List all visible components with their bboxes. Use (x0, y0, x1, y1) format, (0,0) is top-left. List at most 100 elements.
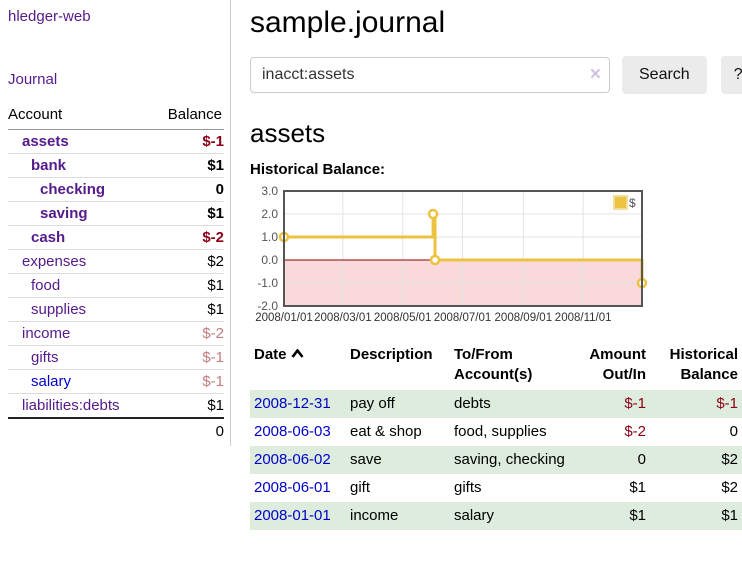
account-row: assets $-1 (8, 129, 224, 154)
data-point-marker (429, 254, 441, 266)
y-axis-tick-label: 3.0 (261, 186, 278, 198)
accounts-total-value: 0 (151, 417, 224, 444)
x-axis-tick-label: 2008/11/01 (555, 312, 612, 324)
account-balance: $1 (151, 273, 224, 298)
x-axis-tick-label: 2008/01/01 (255, 312, 313, 324)
x-axis-tick-label: 2008/07/01 (434, 312, 492, 324)
accounts-header-account: Account (8, 103, 152, 130)
account-balance: $-1 (151, 129, 224, 154)
search-bar: × Search ? (250, 56, 742, 94)
register-table: Date Description To/From Account(s) Amou… (250, 342, 742, 530)
transaction-accounts: salary (450, 502, 576, 530)
page-title: sample.journal (250, 6, 446, 39)
x-axis-tick-label: 2008/05/01 (374, 312, 432, 324)
transaction-accounts: food, supplies (454, 423, 547, 440)
account-link[interactable]: supplies (31, 301, 87, 318)
account-link[interactable]: salary (31, 373, 72, 390)
register-row: 2008-06-03 eat & shop food, supplies $-2 0 (250, 418, 742, 446)
transaction-description: save (346, 446, 450, 474)
transaction-accounts: saving, checking (450, 446, 576, 474)
register-header-balance: Historical Balance (669, 346, 738, 383)
transaction-amount: $-1 (576, 390, 650, 418)
account-link[interactable]: assets (22, 133, 69, 150)
account-balance: $2 (151, 249, 224, 274)
account-balance: $1 (151, 393, 224, 419)
account-row: gifts $-1 (8, 345, 224, 370)
search-button[interactable]: Search (622, 56, 707, 94)
legend-label: $ (629, 196, 636, 210)
transaction-date-link[interactable]: 2008-06-03 (254, 423, 331, 440)
register-header-date-label: Date (254, 346, 287, 363)
account-row: income $-2 (8, 321, 224, 346)
data-point-marker (427, 208, 439, 220)
transaction-date-link[interactable]: 2008-12-31 (254, 395, 331, 412)
app-title-link[interactable]: hledger-web (8, 8, 91, 25)
account-link[interactable]: gifts (31, 349, 59, 366)
transaction-description: eat & shop (350, 423, 422, 440)
transaction-date-link[interactable]: 2008-06-02 (254, 451, 331, 468)
search-input-wrapper: × (250, 57, 610, 93)
account-row: bank $1 (8, 153, 224, 178)
account-balance: $-1 (151, 369, 224, 394)
account-row: cash $-2 (8, 225, 224, 250)
transaction-balance: $2 (650, 446, 742, 474)
account-link[interactable]: cash (31, 229, 66, 246)
y-axis-tick-label: 0.0 (261, 253, 278, 267)
accounts-table: Account Balance assets $-1 bank $1 checking 0… (8, 103, 224, 444)
account-link[interactable]: checking (40, 181, 106, 198)
register-header-amount: Amount Out/In (589, 346, 646, 383)
register-row: 2008-06-01 gift gifts $1 $2 (250, 474, 742, 502)
register-header-row: Date Description To/From Account(s) Amou… (250, 342, 742, 390)
y-axis-tick-label: -2.0 (257, 299, 278, 313)
transaction-amount: 0 (576, 446, 650, 474)
account-link[interactable]: expenses (22, 253, 87, 270)
transaction-balance: 0 (729, 423, 738, 440)
account-row: saving $1 (8, 201, 224, 226)
register-row: 2008-12-31 pay off debts $-1 $-1 (250, 390, 742, 418)
account-link[interactable]: food (31, 277, 61, 294)
clear-search-icon[interactable]: × (589, 64, 601, 85)
account-row: food $1 (8, 273, 224, 298)
sort-ascending-icon (290, 345, 304, 365)
register-row: 2008-01-01 income salary $1 $1 (250, 502, 742, 530)
sidebar-item-journal[interactable]: Journal (8, 71, 58, 88)
account-row: expenses $2 (8, 249, 224, 274)
account-balance: $1 (151, 153, 224, 178)
transaction-description: pay off (346, 390, 450, 418)
register-row: 2008-06-02 save saving, checking 0 $2 (250, 446, 742, 474)
account-balance: $-2 (151, 225, 224, 250)
transaction-date-link[interactable]: 2008-06-01 (254, 479, 331, 496)
transaction-balance: $1 (650, 502, 742, 530)
account-balance: $1 (151, 201, 224, 226)
y-axis-tick-label: -1.0 (257, 276, 278, 290)
help-button[interactable]: ? (720, 56, 742, 94)
transaction-accounts: debts (450, 390, 576, 418)
transaction-amount: $1 (576, 502, 650, 530)
register-header-date[interactable]: Date (250, 342, 346, 390)
account-row: salary $-1 (8, 369, 224, 394)
account-link[interactable]: income (22, 325, 71, 342)
account-row: liabilities:debts $1 (8, 393, 224, 419)
main-content: sample.journal × Search ? assets Histori… (233, 0, 742, 530)
account-link[interactable]: liabilities:debts (22, 397, 120, 414)
account-link[interactable]: bank (31, 157, 67, 174)
sidebar: hledger-web Journal Account Balance asse… (0, 0, 231, 446)
x-axis-tick-label: 2008/03/01 (314, 312, 372, 324)
x-axis-tick-label: 2008/09/01 (495, 312, 553, 324)
account-balance: $1 (151, 297, 224, 322)
transaction-description: income (346, 502, 450, 530)
y-axis-tick-label: 1.0 (261, 230, 278, 244)
transaction-accounts: gifts (454, 479, 482, 496)
transaction-date-link[interactable]: 2008-01-01 (254, 507, 331, 524)
y-axis-tick-label: 2.0 (261, 207, 278, 221)
legend-swatch (613, 195, 628, 210)
account-balance: $-2 (151, 321, 224, 346)
account-link[interactable]: saving (40, 205, 88, 222)
search-input[interactable] (250, 57, 610, 93)
chart-heading: Historical Balance: (250, 161, 386, 178)
transaction-balance: $-1 (650, 390, 742, 418)
accounts-total-row: 0 (8, 417, 224, 444)
accounts-header-row: Account Balance (8, 103, 224, 130)
